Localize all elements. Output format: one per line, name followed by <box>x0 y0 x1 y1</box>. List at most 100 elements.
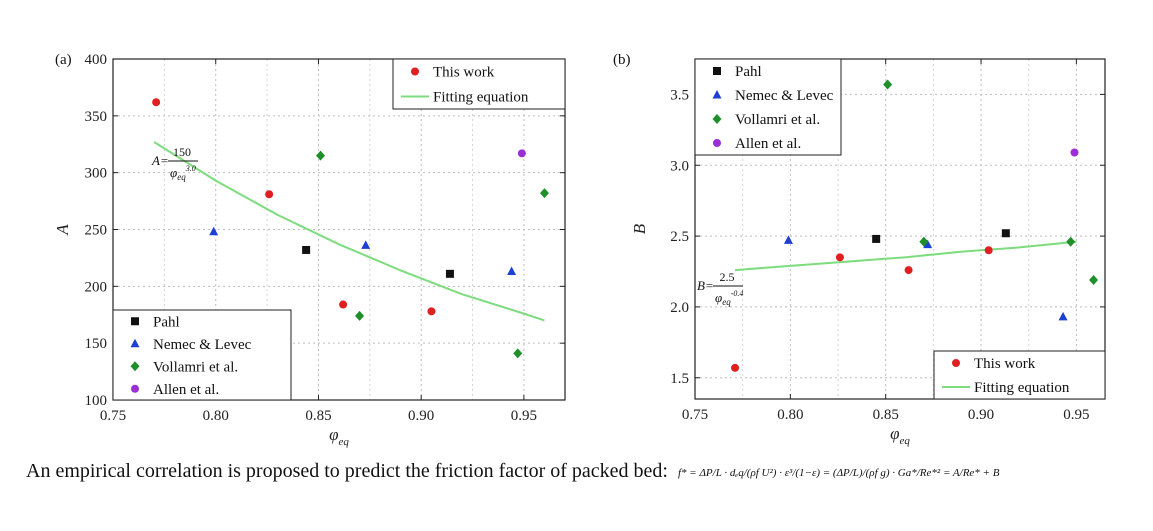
fit-curve <box>734 240 1077 272</box>
equation-denominator: φeq3.0 <box>170 164 196 182</box>
caption-text: An empirical correlation is proposed to … <box>26 460 668 482</box>
legend-marker-nemec-levec <box>130 338 140 348</box>
data-point-vollamri-et-al <box>316 150 326 161</box>
x-tick-label: 0.80 <box>777 407 803 423</box>
data-point-this-work <box>984 246 993 255</box>
y-tick-label: 200 <box>85 279 108 295</box>
data-point-allen-et-al <box>517 149 526 158</box>
data-point-nemec-levec <box>507 266 517 276</box>
y-axis-title: A <box>53 224 72 236</box>
legend-marker-this-work <box>952 359 960 367</box>
equation-denominator-subscript: eq <box>722 297 731 307</box>
y-tick-label: 350 <box>85 109 108 125</box>
legend-box <box>112 309 292 401</box>
legend-label-this-work: This work <box>433 65 495 81</box>
equation-numerator: 150 <box>173 145 191 159</box>
legend-label-allen-et-al: Allen et al. <box>735 136 801 152</box>
x-axis-title: φeq <box>890 424 910 447</box>
data-point-vollamri-et-al <box>355 310 365 321</box>
legend-bottom-left: Pahl Nemec & Levec Vollamri et al. Allen et… <box>112 309 292 401</box>
x-tick-label: 0.85 <box>873 407 899 423</box>
chart-panel-a: 0.75 0.80 0.85 0.90 0.95 100 150 200 250 300 350 40… <box>53 52 566 448</box>
y-tick-label: 2.5 <box>670 229 689 245</box>
legend-marker-pahl <box>713 67 721 75</box>
data-point-nemec-levec <box>209 226 219 236</box>
data-point-this-work <box>731 363 740 372</box>
data-point-this-work <box>339 300 348 309</box>
legend-label-nemec-levec: Nemec & Levec <box>153 337 252 353</box>
legend-label-vollamri-et-al: Vollamri et al. <box>153 359 238 375</box>
equation-denominator-superscript: -0.4 <box>731 289 744 298</box>
data-point-vollamri-et-al <box>513 348 523 359</box>
x-axis-symbol: φ <box>329 425 338 444</box>
data-point-pahl <box>302 245 311 254</box>
y-tick-label: 150 <box>85 336 108 352</box>
legend-label-pahl: Pahl <box>735 64 762 80</box>
data-point-vollamri-et-al <box>1066 236 1076 247</box>
chart-panel-b: 0.75 0.80 0.85 0.90 0.95 1.5 2.0 2.5 3.0 3.5 (b) Bφ… <box>613 52 1106 447</box>
equation-numerator: 2.5 <box>720 270 735 284</box>
y-tick-label: 1.5 <box>670 371 689 387</box>
data-point-this-work <box>904 266 913 275</box>
legend-marker-this-work <box>411 67 419 76</box>
legend-bottom-right: This work Fitting equation <box>933 350 1106 400</box>
data-point-this-work <box>835 253 844 262</box>
data-point-nemec-levec <box>923 239 933 249</box>
x-tick-label: 0.80 <box>203 408 229 424</box>
data-point-vollamri-et-al <box>919 236 929 247</box>
data-point-vollamri-et-al <box>883 79 893 90</box>
equation-lhs: A= <box>151 153 169 168</box>
data-point-nemec-levec <box>1058 311 1068 321</box>
data-point-vollamri-et-al <box>1089 275 1099 285</box>
legend-marker-vollamri-et-al <box>130 361 140 372</box>
legend-box <box>933 350 1106 400</box>
plot-frame <box>694 58 1106 400</box>
caption-formula: f* = ΔP/L · dₑq/(ρf U²) · ε³/(1−ε) = (ΔP… <box>677 467 1000 480</box>
legend-marker-pahl <box>131 317 139 326</box>
x-tick-label: 0.75 <box>682 407 708 423</box>
x-axis-symbol: φ <box>890 424 899 443</box>
figure-caption: An empirical correlation is proposed to … <box>26 460 1146 483</box>
panel-label: (a) <box>55 52 72 68</box>
data-point-this-work <box>265 190 274 199</box>
y-tick-label: 3.0 <box>670 158 689 174</box>
x-tick-label: 0.90 <box>968 407 994 423</box>
fit-curve <box>153 141 545 322</box>
x-tick-label: 0.75 <box>100 408 126 424</box>
equation-denominator-subscript: eq <box>177 172 186 182</box>
x-tick-label: 0.95 <box>1063 407 1089 423</box>
legend-label-pahl: Pahl <box>153 314 180 330</box>
x-axis-title: φeq <box>329 425 349 448</box>
legend-label-this-work: This work <box>974 356 1036 372</box>
data-point-allen-et-al <box>1070 148 1079 157</box>
y-axis-title: B <box>630 223 649 234</box>
y-tick-label: 250 <box>85 223 108 239</box>
equation-lhs: B= <box>697 278 714 293</box>
x-tick-label: 0.90 <box>408 408 434 424</box>
x-axis-subscript: eq <box>900 435 911 447</box>
data-point-nemec-levec <box>361 240 371 249</box>
data-point-this-work <box>427 307 436 316</box>
legend-marker-nemec-levec <box>712 90 722 99</box>
legend-label-allen-et-al: Allen et al. <box>153 382 219 398</box>
legend-label-vollamri-et-al: Vollamri et al. <box>735 112 820 128</box>
equation-denominator-symbol: φ <box>170 165 177 180</box>
data-point-this-work <box>152 98 161 107</box>
equation-denominator: φeq-0.4 <box>715 289 743 307</box>
figure-canvas: 0.75 0.80 0.85 0.90 0.95 100 150 200 250 300 350 40… <box>53 52 1106 448</box>
data-point-pahl <box>1001 229 1010 238</box>
x-tick-label: 0.85 <box>305 408 331 424</box>
legend-marker-allen-et-al <box>713 139 721 147</box>
y-tick-label: 300 <box>85 166 108 182</box>
y-tick-label: 100 <box>85 393 108 409</box>
equation-denominator-symbol: φ <box>715 290 722 305</box>
legend-label-nemec-levec: Nemec & Levec <box>735 88 834 104</box>
legend-top-left: Pahl Nemec & Levec Vollamri et al. Allen et… <box>694 58 842 156</box>
legend-label-fitting-equation: Fitting equation <box>974 380 1070 396</box>
data-point-nemec-levec <box>783 235 793 244</box>
y-tick-label: 400 <box>85 52 108 68</box>
equation-denominator-superscript: 3.0 <box>185 164 196 173</box>
data-point-pahl <box>445 269 454 278</box>
legend-marker-allen-et-al <box>131 384 139 393</box>
y-tick-label: 2.0 <box>670 300 689 316</box>
